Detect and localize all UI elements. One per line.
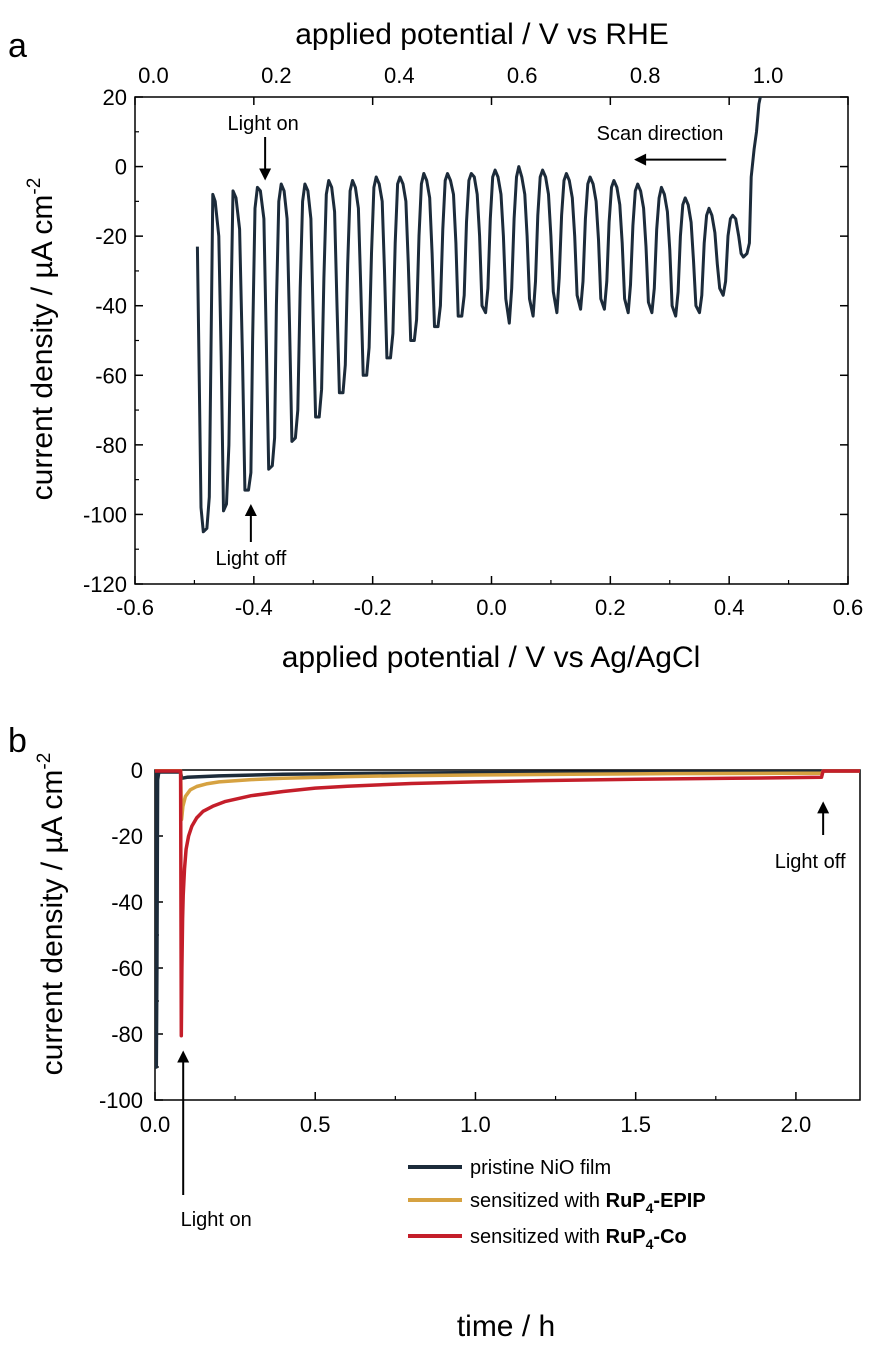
panel-a-series-line <box>195 97 762 534</box>
panel-b-x-tick-label: 0.5 <box>300 1112 331 1137</box>
legend-label-subscript: 4 <box>646 1236 654 1252</box>
panel-a-light-off-label: Light off <box>215 548 286 570</box>
panel-a-x2-tick-label: 0.0 <box>138 63 169 88</box>
panel-b-series-line-rup4-epip <box>155 768 860 822</box>
panel-a-plot-area <box>195 97 762 534</box>
panel-b-annotations: Light on Light off <box>177 801 846 1231</box>
panel-a-y-tick-label: -80 <box>95 433 127 458</box>
panel-a-x-tick-label: 0.0 <box>476 595 507 620</box>
panel-a-y-axis-title: current density / µA cm-2 <box>24 178 59 501</box>
panel-a-y-axis-title-exp: -2 <box>24 178 45 195</box>
panel-a-x-tick-label: 0.6 <box>833 595 864 620</box>
legend-label-bold-tail: -Co <box>653 1226 686 1248</box>
panel-b-x-tick-label: 1.5 <box>620 1112 651 1137</box>
panel-a-x-tick-label: 0.2 <box>595 595 626 620</box>
panel-a-letter: a <box>8 27 27 65</box>
panel-b-x-axis-title: time / h <box>457 1310 555 1343</box>
panel-a-y-tick-label: -60 <box>95 363 127 388</box>
legend-label-pristine-nio: pristine NiO film <box>470 1157 611 1179</box>
panel-b-y-tick-label: -60 <box>111 956 143 981</box>
legend-label-bold-tail: -EPIP <box>653 1190 705 1212</box>
panel-a-ticks: -0.6 -0.4 -0.2 0.0 0.2 0.4 0.6 0.0 0.2 0.4 0.6 0.8 1… <box>83 63 863 620</box>
panel-a-light-on-arrow-head <box>259 168 272 181</box>
panel-b-y-tick-label: -100 <box>99 1088 143 1113</box>
panel-b-series-line-rup4-co <box>155 769 860 1038</box>
panel-a-y-tick-label: -120 <box>83 572 127 597</box>
panel-b-y-axis-title-exp: -2 <box>34 753 55 770</box>
panel-b-light-off-label: Light off <box>775 851 846 873</box>
panel-a-y-tick-label: -40 <box>95 294 127 319</box>
panel-b-x-tick-label: 2.0 <box>781 1112 812 1137</box>
panel-a-x2-tick-label: 0.4 <box>384 63 415 88</box>
legend-label-rup4-epip: sensitized with RuP4-EPIP <box>470 1190 706 1216</box>
panel-a-x-tick-label: 0.4 <box>714 595 745 620</box>
panel-a-light-on-label: Light on <box>228 113 299 135</box>
panel-b-x-tick-label: 0.0 <box>140 1112 171 1137</box>
panel-b-light-off-arrow-head <box>817 801 830 814</box>
legend-label-plain: sensitized with <box>470 1226 606 1248</box>
panel-a-x-tick-label: -0.4 <box>235 595 273 620</box>
panel-b-x-tick-label: 1.0 <box>460 1112 491 1137</box>
legend-label-bold: RuP <box>606 1226 646 1248</box>
panel-b-y-axis-title-main: current density / µA cm <box>36 770 69 1076</box>
legend-label-rup4-co: sensitized with RuP4-Co <box>470 1226 687 1252</box>
panel-b-letter: b <box>8 722 27 760</box>
panel-b-plot-area <box>155 768 860 1069</box>
panel-b-series-line-pristine-nio <box>155 769 860 1069</box>
panel-a-top-axis-title: applied potential / V vs RHE <box>295 18 669 51</box>
panel-a-x2-tick-label: 0.2 <box>261 63 292 88</box>
panel-b-y-tick-label: -40 <box>111 890 143 915</box>
panel-b-y-axis-title: current density / µA cm-2 <box>34 753 69 1076</box>
legend-label-plain: sensitized with <box>470 1190 606 1212</box>
panel-a-x2-tick-label: 1.0 <box>753 63 784 88</box>
legend-label-subscript: 4 <box>646 1200 654 1216</box>
panel-a-x2-tick-label: 0.8 <box>630 63 661 88</box>
panel-b-plot-frame <box>154 769 861 1101</box>
panel-a-x-tick-label: -0.6 <box>116 595 154 620</box>
panel-b-y-tick-label: -80 <box>111 1022 143 1047</box>
legend-label-bold: RuP <box>606 1190 646 1212</box>
panel-b-ticks: 0.0 0.5 1.0 1.5 2.0 -100 -80 -60 -40 -20 0 <box>99 758 811 1137</box>
panel-a-scan-direction-label: Scan direction <box>597 123 724 145</box>
panel-b-y-tick-label: -20 <box>111 824 143 849</box>
panel-a-y-tick-label: 0 <box>115 155 127 180</box>
panel-a-y-tick-label: -100 <box>83 502 127 527</box>
panel-b-light-on-label: Light on <box>181 1209 252 1231</box>
panel-a-y-axis-title-main: current density / µA cm <box>26 195 59 501</box>
panel-a-annotations: Light on Light off Scan direction <box>215 113 727 570</box>
panel-a-y-tick-label: -20 <box>95 224 127 249</box>
panel-a-x-axis-title: applied potential / V vs Ag/AgCl <box>282 641 701 674</box>
panel-b-y-tick-label: 0 <box>131 758 143 783</box>
panel-a-scan-arrow-head <box>634 153 647 166</box>
panel-a-y-tick-label: 20 <box>103 85 127 110</box>
panel-a-x2-tick-label: 0.6 <box>507 63 538 88</box>
panel-a-light-off-arrow-head <box>244 503 257 516</box>
panel-b-light-on-arrow-head <box>177 1050 190 1063</box>
panel-a-x-tick-label: -0.2 <box>354 595 392 620</box>
